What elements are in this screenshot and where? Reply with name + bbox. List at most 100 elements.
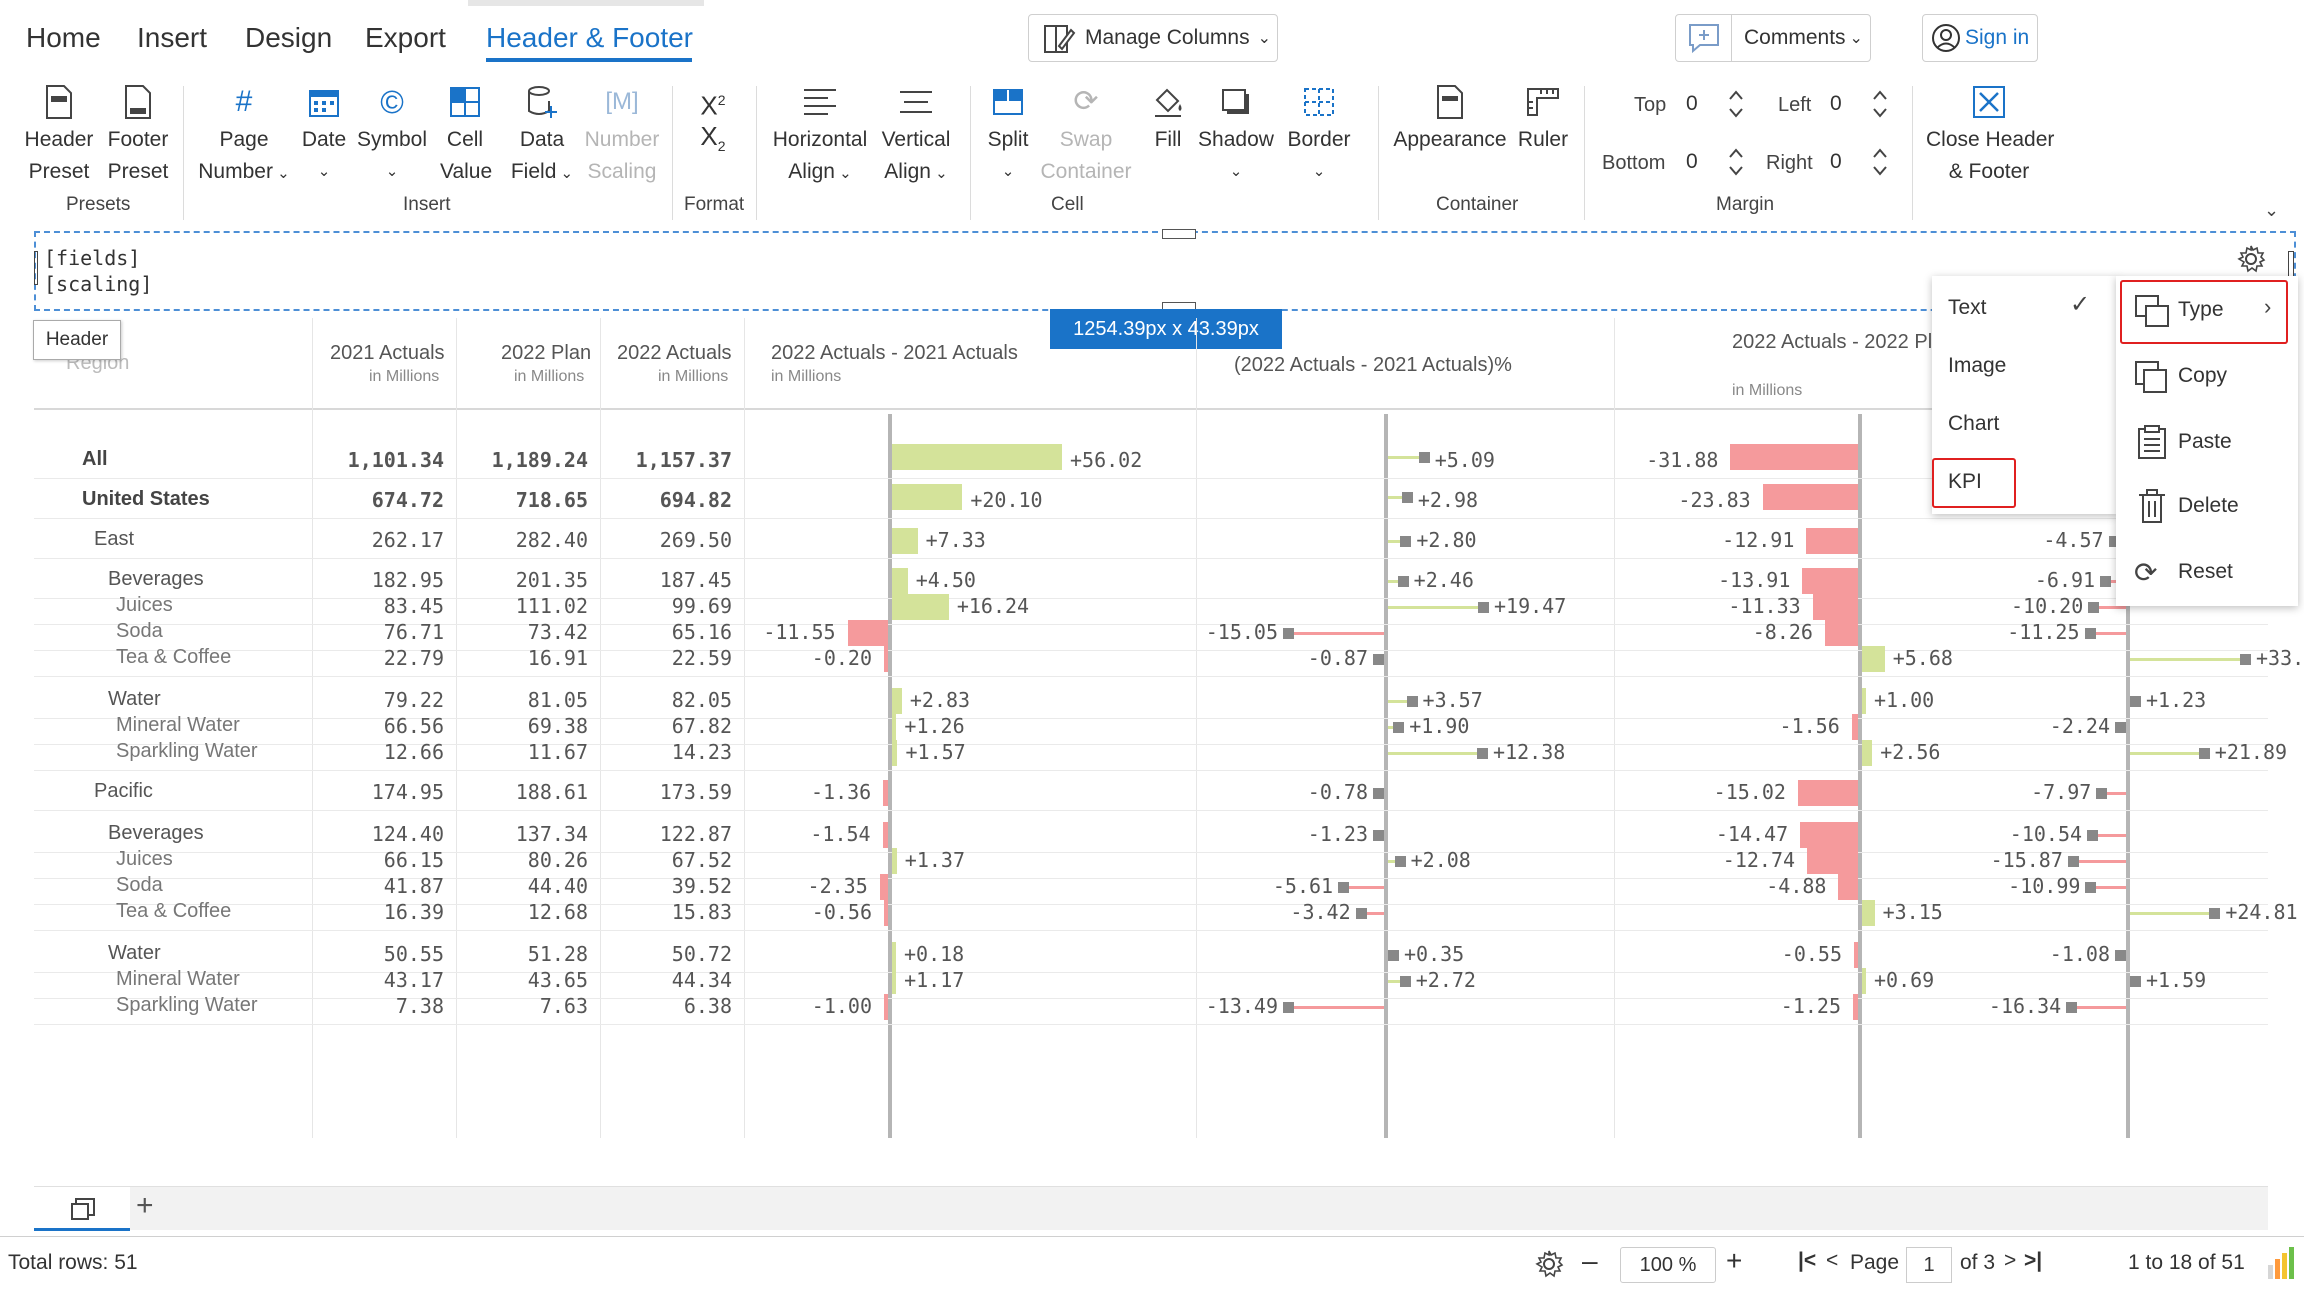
zoom-out-icon[interactable]: – <box>1582 1245 1598 1276</box>
margin-right-spinner-icon[interactable] <box>1870 144 1890 180</box>
fill-button[interactable]: Fill <box>1148 84 1188 156</box>
tab-design[interactable]: Design <box>245 22 333 53</box>
bar-d2-stem <box>1366 912 1384 915</box>
row-label[interactable]: Mineral Water <box>116 714 240 736</box>
resize-handle-left[interactable] <box>34 251 38 285</box>
menu-item-image[interactable]: Image <box>1948 354 2007 377</box>
settings-gear-icon[interactable] <box>1534 1249 1564 1279</box>
page-input[interactable]: 1 <box>1906 1247 1952 1283</box>
row-label[interactable]: Soda <box>116 874 163 896</box>
bar-d2-label: +2.46 <box>1413 568 1474 592</box>
margin-left-spinner-icon[interactable] <box>1870 86 1890 122</box>
number-scaling-button[interactable]: [M] Number Scaling <box>584 84 660 188</box>
row-label[interactable]: Water <box>108 688 161 710</box>
row-label[interactable]: Sparkling Water <box>116 994 258 1016</box>
data-field-button[interactable]: Data Field ⌄ <box>506 84 578 190</box>
row-label[interactable]: Beverages <box>108 822 204 844</box>
superscript-button[interactable]: X2 <box>696 84 730 122</box>
row-divider <box>34 518 2268 519</box>
margin-bottom-spinner-icon[interactable] <box>1726 144 1746 180</box>
row-label[interactable]: All <box>82 448 108 470</box>
menu-item-type[interactable]: Type <box>2178 298 2224 321</box>
ruler-button[interactable]: Ruler <box>1514 84 1572 156</box>
sheet-tab-active[interactable] <box>34 1187 130 1231</box>
bar-d3 <box>1838 874 1858 900</box>
row-label[interactable]: Soda <box>116 620 163 642</box>
bar-d3 <box>1730 444 1858 470</box>
cell-2022-plan: 69.38 <box>527 714 588 738</box>
date-button[interactable]: Date ⌄ <box>298 84 350 188</box>
row-label[interactable]: United States <box>82 488 210 510</box>
zoom-input[interactable]: 100 % <box>1620 1247 1716 1283</box>
menu-item-delete[interactable]: Delete <box>2178 494 2239 517</box>
tab-insert[interactable]: Insert <box>137 22 208 53</box>
row-label[interactable]: Beverages <box>108 568 204 590</box>
page-number-button[interactable]: # Page Number ⌄ <box>196 84 292 190</box>
horizontal-align-button[interactable]: Horizontal Align ⌄ <box>770 84 870 190</box>
row-label[interactable]: Mineral Water <box>116 968 240 990</box>
menu-item-kpi[interactable]: KPI <box>1948 470 1982 493</box>
row-label[interactable]: Sparkling Water <box>116 740 258 762</box>
col-2021-actuals-header[interactable]: 2021 Actuals <box>330 342 445 364</box>
col-diff-pct-header[interactable]: (2022 Actuals - 2021 Actuals)% <box>1234 354 1512 376</box>
cell-2021-actuals: 76.71 <box>383 620 444 644</box>
gear-icon[interactable] <box>2236 244 2266 274</box>
row-label[interactable]: Pacific <box>94 780 153 802</box>
row-divider <box>34 676 2268 677</box>
collapse-ribbon-chevron-icon[interactable]: ⌄ <box>2264 200 2280 220</box>
tab-export[interactable]: Export <box>365 22 446 53</box>
row-label[interactable]: Tea & Coffee <box>116 646 232 668</box>
col-diff-plan-header[interactable]: 2022 Actuals - 2022 Plan <box>1732 331 1955 353</box>
add-sheet-icon[interactable]: + <box>136 1189 154 1222</box>
next-page-icon[interactable]: > <box>2004 1249 2017 1272</box>
zoom-in-icon[interactable]: + <box>1726 1245 1743 1276</box>
sign-in-button[interactable]: Sign in <box>1922 14 2038 62</box>
col-diff-actuals-header[interactable]: 2022 Actuals - 2021 Actuals <box>771 342 1018 364</box>
bar-d1 <box>879 874 888 900</box>
border-button[interactable]: Border ⌄ <box>1286 84 1352 188</box>
header-scaling-token[interactable]: [scaling] <box>44 272 153 296</box>
col-2022-plan-header[interactable]: 2022 Plan <box>501 342 592 364</box>
header-field-token[interactable]: [fields] <box>44 246 141 270</box>
header-preset-button[interactable]: Header Preset <box>22 84 96 188</box>
footer-preset-button[interactable]: Footer Preset <box>102 84 174 188</box>
margin-bottom-input[interactable]: 0 <box>1686 150 1698 173</box>
split-button[interactable]: Split ⌄ <box>982 84 1034 188</box>
prev-page-icon[interactable]: < <box>1826 1249 1839 1272</box>
comments-button[interactable]: Comments ⌄ <box>1675 14 1871 62</box>
margin-right-input[interactable]: 0 <box>1830 150 1842 173</box>
menu-item-paste[interactable]: Paste <box>2178 430 2232 453</box>
manage-columns-button[interactable]: Manage Columns ⌄ <box>1028 14 1278 62</box>
row-label[interactable]: Tea & Coffee <box>116 900 232 922</box>
first-page-icon[interactable]: |< <box>1798 1249 1817 1272</box>
col-2022-actuals-header[interactable]: 2022 Actuals <box>617 342 732 364</box>
last-page-icon[interactable]: >| <box>2024 1249 2043 1272</box>
menu-item-text[interactable]: Text <box>1948 296 1987 319</box>
close-header-footer-button[interactable]: Close Header & Footer <box>1926 84 2054 188</box>
row-label[interactable]: East <box>94 528 135 550</box>
resize-handle-top[interactable] <box>1162 229 1196 239</box>
vertical-align-button[interactable]: Vertical Align ⌄ <box>878 84 954 190</box>
bar-d3 <box>1762 484 1858 510</box>
menu-item-reset[interactable]: Reset <box>2178 560 2233 583</box>
row-label[interactable]: Juices <box>116 848 173 870</box>
row-label[interactable]: Water <box>108 942 161 964</box>
cell-value-button[interactable]: Cell Value <box>440 84 492 188</box>
cell-2021-actuals: 50.55 <box>383 942 444 966</box>
subscript-button[interactable]: X2 <box>696 120 730 162</box>
appearance-button[interactable]: Appearance <box>1392 84 1508 156</box>
margin-top-input[interactable]: 0 <box>1686 92 1698 115</box>
margin-top-spinner-icon[interactable] <box>1726 86 1746 122</box>
menu-item-chart[interactable]: Chart <box>1948 412 2000 435</box>
row-divider <box>34 744 2268 745</box>
tab-home[interactable]: Home <box>26 22 101 53</box>
ribbon-separator <box>756 86 757 220</box>
bar-d1-label: +16.24 <box>956 594 1030 618</box>
tab-header-footer[interactable]: Header & Footer <box>486 22 693 53</box>
menu-item-copy[interactable]: Copy <box>2178 364 2228 387</box>
symbol-button[interactable]: © Symbol ⌄ <box>354 84 430 188</box>
margin-left-input[interactable]: 0 <box>1830 92 1842 115</box>
shadow-button[interactable]: Shadow ⌄ <box>1198 84 1274 188</box>
swap-container-button[interactable]: ⟳ Swap Container <box>1038 84 1134 188</box>
row-label[interactable]: Juices <box>116 594 173 616</box>
